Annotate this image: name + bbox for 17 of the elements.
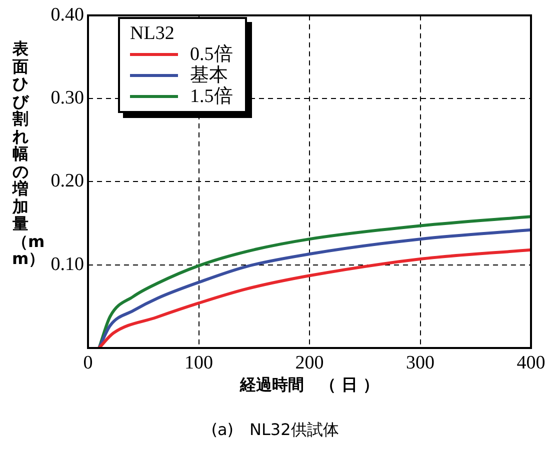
x-tick-label: 200 [295,352,324,374]
x-tick-label: 100 [184,352,213,374]
legend-title: NL32 [130,23,176,44]
y-tick-label: 0.10 [50,254,84,275]
legend-label: 1.5倍 [190,86,233,107]
x-axis-title: 経過時間 （ 日 ） [238,375,380,396]
legend-label: 基本 [190,65,228,86]
x-tick-label: 0 [83,352,93,374]
x-tick-label: 400 [516,352,546,374]
line-series [98,248,531,348]
x-tick-label: 300 [406,352,434,374]
y-tick-label: 0.40 [50,4,84,26]
legend-label: 0.5倍 [190,44,233,65]
y-tick-label: 0.20 [50,170,84,192]
text: 表面ひび割れ幅の増加量（mm） [12,39,45,268]
y-tick-label: 0.30 [50,88,84,109]
text: (a) NL32供試体 [210,420,340,441]
